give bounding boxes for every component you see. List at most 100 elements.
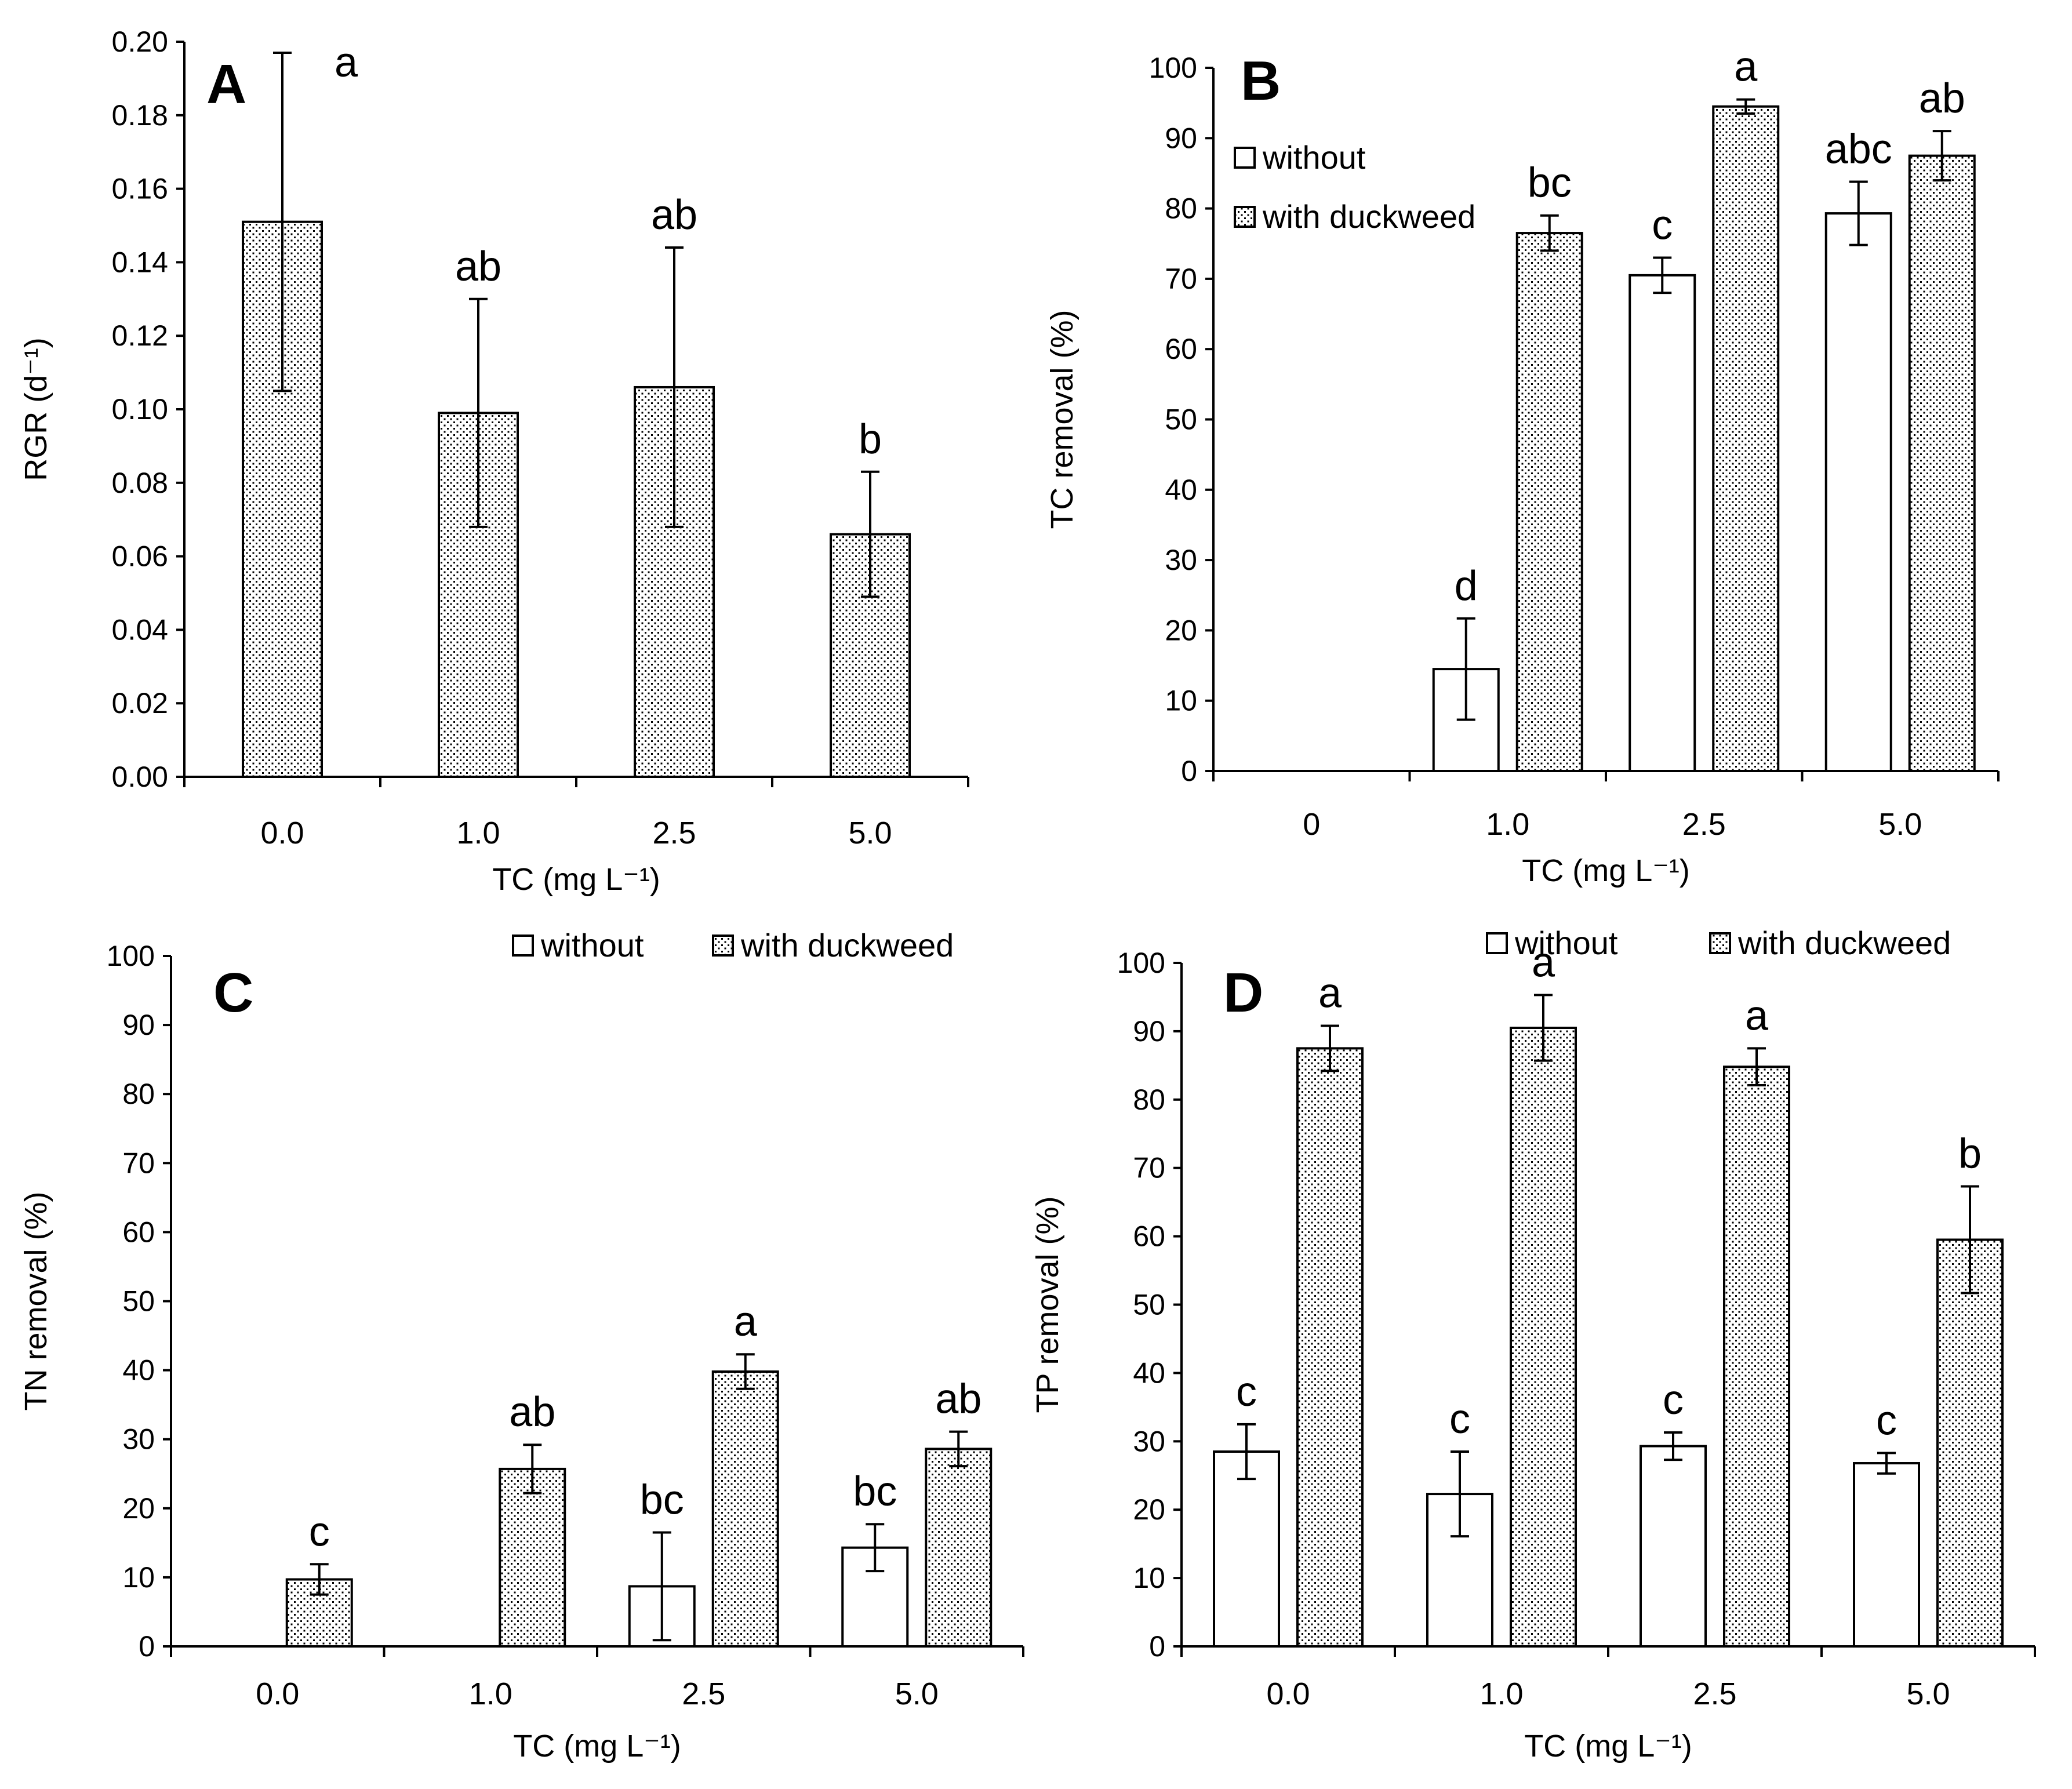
y-tick-label: 70 [122,1147,155,1179]
legend: without with duckweed [513,927,954,963]
chart-panel-a: 0.00 0.02 0.04 0.06 0.08 0.10 0.12 0.14 0.16 0.18… [19,26,968,897]
legend-label-with-duckweed: with duckweed [1262,198,1475,235]
significance-letter: c [1876,1397,1897,1443]
y-tick-label: 0.16 [112,173,168,205]
y-tick-label: 80 [122,1078,155,1110]
x-category-label: 1.0 [1486,807,1529,842]
x-axis-label: TC (mg L⁻¹) [492,862,660,897]
y-tick-label: 0 [1149,1630,1165,1663]
significance-letter: a [1318,970,1342,1016]
y-tick-label: 60 [1133,1220,1165,1253]
significance-letter: ab [1919,75,1965,122]
y-tick-label: 50 [1165,403,1197,436]
legend-swatch-without [1235,148,1255,168]
y-tick-label: 80 [1165,192,1197,225]
panel-label: D [1223,962,1263,1024]
significance-letter: c [1663,1377,1684,1423]
legend: without with duckweed [1235,139,1475,235]
bar-without [1854,1463,1919,1646]
significance-letter: a [1745,992,1769,1039]
significance-letter: c [1236,1369,1257,1415]
significance-letter: abc [1825,126,1892,173]
significance-letter: ab [651,192,697,238]
bar-without [1214,1452,1279,1646]
significance-letter: c [1652,202,1673,249]
y-tick-label: 100 [1117,947,1165,979]
x-category-label: 1.0 [469,1677,512,1711]
y-tick-label: 100 [1149,52,1197,84]
x-category-label: 0 [1303,807,1320,842]
y-tick-label: 90 [1133,1015,1165,1048]
y-tick-label: 10 [122,1561,155,1594]
x-category-label: 1.0 [456,816,500,850]
legend-swatch-without [513,936,533,955]
panel-label: A [206,53,246,115]
bar-with-duckweed [1511,1028,1576,1646]
bar-without [1826,213,1891,771]
x-category-label: 0.0 [256,1677,299,1711]
y-tick-label: 0.12 [112,319,168,352]
bar-with-duckweed [1724,1067,1789,1646]
legend-swatch-with-duckweed [1710,933,1730,953]
y-tick-label: 30 [1165,544,1197,576]
x-category-label: 5.0 [895,1677,939,1711]
y-tick-label: 0.10 [112,393,168,426]
significance-letter: ab [509,1389,555,1435]
y-tick-label: 60 [1165,333,1197,365]
y-tick-label: 0.18 [112,99,168,132]
y-tick-label: 50 [122,1285,155,1318]
y-tick-label: 0 [139,1630,155,1663]
significance-letter: bc [853,1468,897,1515]
legend-swatch-without [1487,933,1507,953]
legend: without with duckweed [1487,925,1951,961]
y-axis-label: TP removal (%) [1030,1196,1065,1413]
y-tick-label: 0 [1181,755,1197,787]
x-axis-label: TC (mg L⁻¹) [1522,853,1690,888]
x-category-label: 5.0 [1878,807,1922,842]
significance-letter: bc [640,1477,684,1523]
y-axis-label: TN removal (%) [19,1191,53,1410]
y-axis-label: RGR (d⁻¹) [19,337,53,481]
x-category-label: 0.0 [260,816,304,850]
y-tick-label: 60 [122,1216,155,1248]
y-tick-label: 40 [1165,474,1197,506]
significance-letter: b [1958,1131,1982,1177]
significance-letter: ab [455,243,501,290]
panel-label: B [1241,50,1281,112]
y-tick-label: 90 [122,1009,155,1041]
bar-with-duckweed [500,1469,565,1646]
bar-with-duckweed [1713,107,1778,771]
y-tick-label: 30 [1133,1425,1165,1457]
y-tick-label: 10 [1165,685,1197,717]
legend-swatch-with-duckweed [1235,207,1255,227]
bar-with-duckweed [1937,1239,2002,1646]
legend-label-with-duckweed: with duckweed [740,927,954,963]
y-tick-label: 100 [107,940,155,972]
y-tick-label: 50 [1133,1289,1165,1321]
x-category-label: 2.5 [1693,1677,1736,1711]
significance-letter: a [1734,44,1758,90]
y-tick-label: 70 [1133,1152,1165,1184]
bar-with-duckweed [1517,233,1582,771]
x-category-label: 0.0 [1266,1677,1310,1711]
chart-panel-b: 0 10 20 30 40 50 60 70 80 90 100 0 1.0 2.5 5.0 TC (mg L… [1045,44,1998,888]
x-axis-label: TC (mg L⁻¹) [513,1729,681,1763]
significance-letter: a [335,39,358,86]
y-tick-label: 40 [1133,1357,1165,1389]
x-category-label: 2.5 [682,1677,725,1711]
x-category-label: 5.0 [848,816,892,850]
significance-letter: ab [935,1376,982,1423]
y-tick-label: 20 [1133,1493,1165,1526]
bar-without [1641,1446,1706,1646]
bar-with-duckweed [1910,156,1975,771]
y-tick-label: 20 [1165,614,1197,646]
bar-without [1630,275,1695,771]
chart-panel-c: 0 10 20 30 40 50 60 70 80 90 100 0.0 1.0 2.5 5.0 TC (mg… [19,927,1023,1763]
y-tick-label: 20 [122,1492,155,1525]
y-tick-label: 40 [122,1354,155,1387]
x-category-label: 5.0 [1906,1677,1950,1711]
bar-with-duckweed [713,1372,778,1646]
y-tick-label: 0.04 [112,613,168,646]
bar-with-duckweed [926,1449,991,1646]
legend-label-without: without [1262,139,1366,176]
